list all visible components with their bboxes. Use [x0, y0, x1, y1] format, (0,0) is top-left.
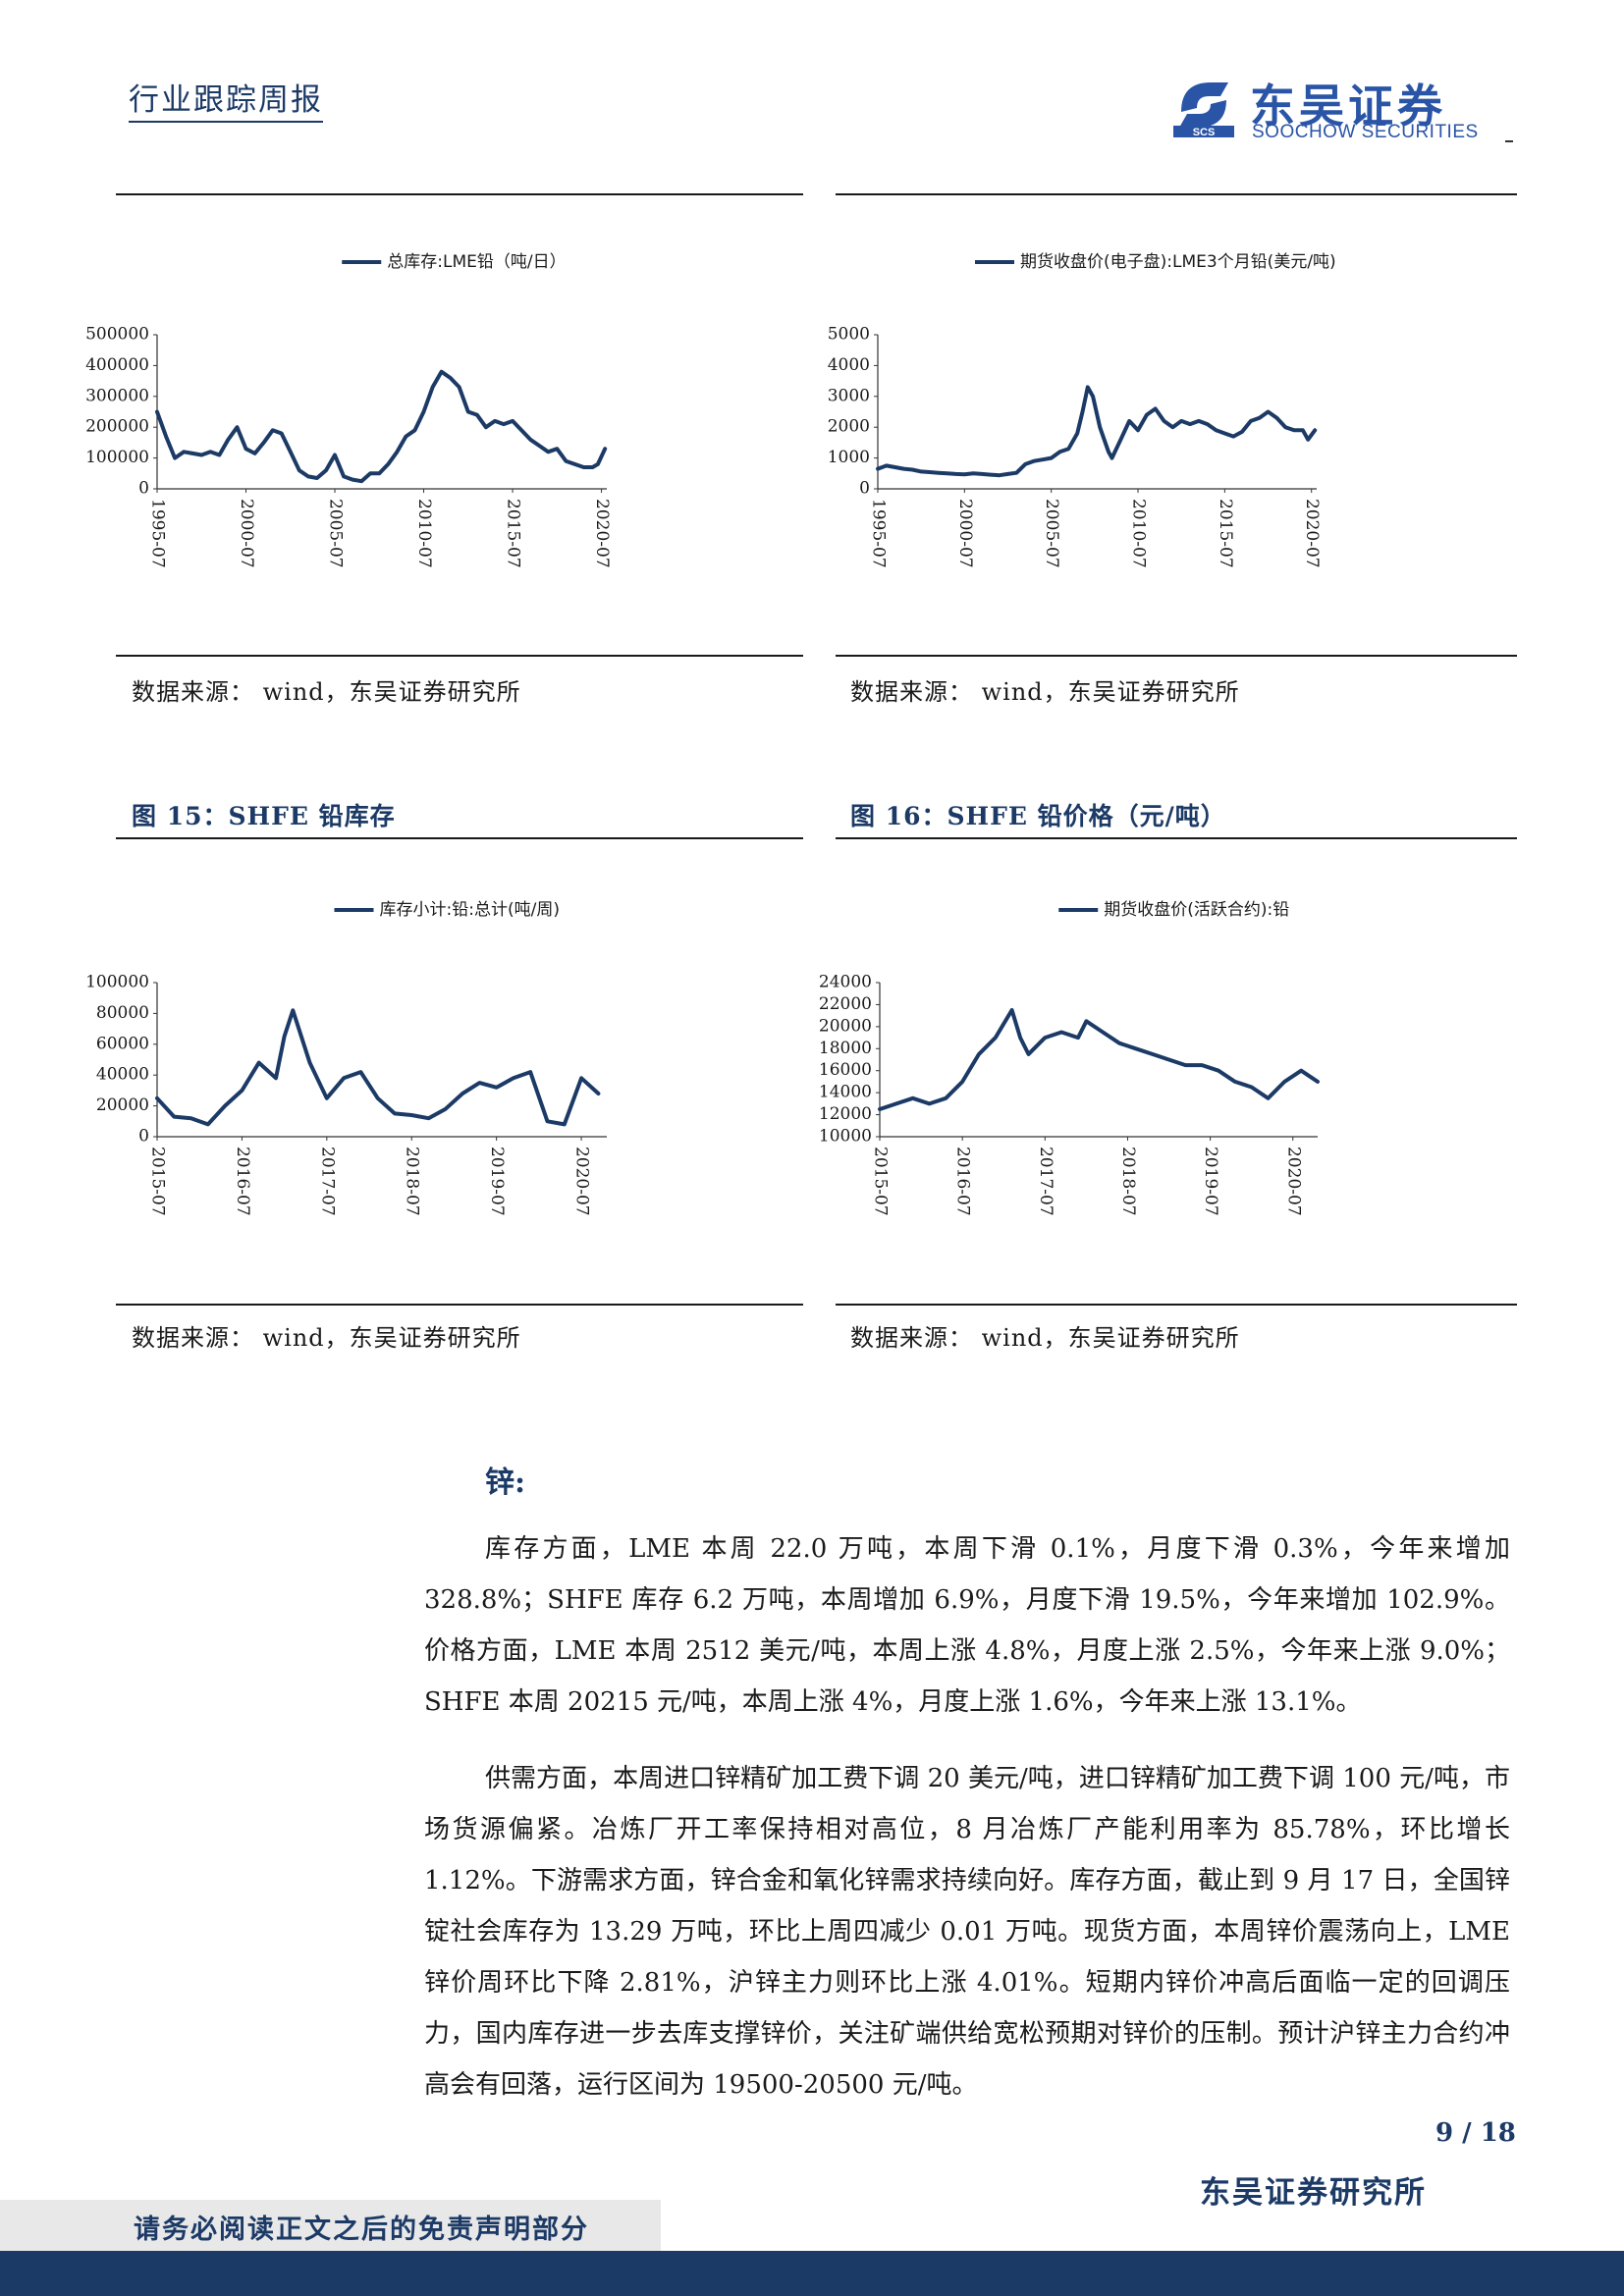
x-tick-label: 1995-07: [148, 499, 168, 568]
legend-label: 库存小计:铅:总计(吨/周): [380, 900, 560, 920]
y-tick-label: 40000: [96, 1065, 149, 1085]
chart-3-source: 数据来源： wind，东吴证券研究所: [132, 1324, 521, 1352]
y-tick-label: 500000: [85, 325, 149, 345]
figure-16-title: 图 16：SHFE 铅价格（元/吨）: [850, 802, 1226, 830]
y-tick-label: 5000: [828, 325, 870, 345]
chart-1-bottom-rule: [116, 655, 803, 657]
paragraph-inventory-price: 库存方面，LME 本周 22.0 万吨，本周下滑 0.1%，月度下滑 0.3%，…: [424, 1534, 1510, 1717]
legend-label: 期货收盘价(活跃合约):铅: [1104, 900, 1289, 920]
y-tick-label: 100000: [85, 973, 149, 992]
series-line: [155, 369, 608, 484]
y-tick-label: 16000: [819, 1060, 872, 1080]
chart-4-bottom-rule: [836, 1304, 1517, 1306]
x-tick-label: 2020-07: [1283, 1147, 1303, 1216]
series-line: [155, 1008, 601, 1127]
x-tick-label: 1995-07: [869, 499, 889, 568]
y-tick-label: 20000: [819, 1016, 872, 1036]
paragraph-supply-demand: 供需方面，本周进口锌精矿加工费下调 20 美元/吨，进口锌精矿加工费下调 100…: [424, 1764, 1510, 2100]
x-tick-label: 2005-07: [1042, 499, 1061, 568]
chart-1-source: 数据来源： wind，东吴证券研究所: [132, 678, 521, 706]
y-tick-label: 100000: [85, 448, 149, 467]
x-tick-label: 2005-07: [326, 499, 346, 568]
legend-label: 期货收盘价(电子盘):LME3个月铅(美元/吨): [1020, 252, 1336, 272]
y-tick-label: 18000: [819, 1039, 872, 1058]
x-tick-label: 2010-07: [414, 499, 434, 568]
y-tick-label: 1000: [828, 448, 870, 467]
x-tick-label: 2010-07: [1129, 499, 1149, 568]
brand-logo-english: SOOCHOW SECURITIES: [1252, 122, 1479, 142]
y-tick-label: 400000: [85, 355, 149, 375]
y-tick-label: 0: [138, 479, 149, 499]
footer-disclaimer-box: [0, 2200, 661, 2251]
y-tick-label: 12000: [819, 1104, 872, 1124]
x-tick-label: 2020-07: [1302, 499, 1322, 568]
x-tick-label: 2016-07: [953, 1147, 973, 1216]
y-tick-label: 14000: [819, 1083, 872, 1102]
x-tick-label: 2018-07: [403, 1147, 422, 1216]
y-tick-label: 24000: [819, 973, 872, 992]
chart-shfe-lead-price: 期货收盘价(活跃合约):铅 10000 12000 14000 16000 18000 20…: [819, 900, 1320, 1216]
chart-3-top-rule: [116, 837, 803, 839]
x-tick-label: 2018-07: [1118, 1147, 1138, 1216]
chart-lme-lead-price: 期货收盘价(电子盘):LME3个月铅(美元/吨) 0 1000 2000 3000 400…: [828, 252, 1336, 568]
y-tick-label: 0: [859, 479, 870, 499]
chart-2-bottom-rule: [836, 655, 1517, 657]
chart-lme-lead-inventory: 总库存:LME铅（吨/日） 0 100000 200000 300000 400000 50…: [85, 252, 612, 568]
figure-15-title: 图 15：SHFE 铅库存: [132, 802, 396, 830]
y-tick-label: 3000: [828, 386, 870, 405]
y-tick-label: 2000: [828, 417, 870, 437]
y-tick-label: 200000: [85, 417, 149, 437]
chart-2-source: 数据来源： wind，东吴证券研究所: [850, 678, 1240, 706]
chart-4-source: 数据来源： wind，东吴证券研究所: [850, 1324, 1240, 1352]
x-tick-label: 2019-07: [1201, 1147, 1220, 1216]
x-tick-label: 2020-07: [592, 499, 612, 568]
brand-logo: SCS 东吴证券 SOOCHOW SECURITIES: [1171, 71, 1495, 145]
y-tick-label: 60000: [96, 1034, 149, 1053]
x-tick-label: 2019-07: [487, 1147, 507, 1216]
report-type-title: 行业跟踪周报: [129, 75, 323, 123]
page-number: 9 / 18: [1435, 2118, 1516, 2148]
chart-1-top-rule: [116, 193, 803, 195]
x-tick-label: 2020-07: [572, 1147, 592, 1216]
chart-shfe-lead-inventory: 库存小计:铅:总计(吨/周) 0 20000 40000 60000 80000 10000…: [85, 900, 607, 1216]
x-tick-label: 2015-07: [504, 499, 523, 568]
header-mark: [1505, 140, 1513, 142]
y-tick-label: 10000: [819, 1127, 872, 1147]
x-tick-label: 2000-07: [237, 499, 256, 568]
footer-disclaimer: 请务必阅读正文之后的免责声明部分: [134, 2215, 589, 2245]
svg-text:SCS: SCS: [1193, 127, 1216, 138]
brand-logo-chinese: 东吴证券: [1250, 80, 1446, 133]
section-title-zinc: 锌:: [485, 1466, 526, 1500]
x-tick-label: 2000-07: [955, 499, 975, 568]
x-tick-label: 2016-07: [233, 1147, 252, 1216]
chart-3-bottom-rule: [116, 1304, 803, 1306]
series-line: [876, 385, 1318, 478]
y-tick-label: 300000: [85, 386, 149, 405]
legend-label: 总库存:LME铅（吨/日）: [387, 252, 566, 272]
x-tick-label: 2017-07: [317, 1147, 337, 1216]
x-tick-label: 2017-07: [1036, 1147, 1056, 1216]
y-tick-label: 22000: [819, 994, 872, 1014]
x-tick-label: 2015-07: [148, 1147, 168, 1216]
series-line: [878, 1008, 1320, 1111]
footer-band: [0, 2251, 1624, 2296]
y-tick-label: 4000: [828, 355, 870, 375]
chart-2-top-rule: [836, 193, 1517, 195]
x-tick-label: 2015-07: [1216, 499, 1235, 568]
footer-institute: 东吴证券研究所: [1200, 2175, 1427, 2211]
y-tick-label: 0: [138, 1127, 149, 1147]
y-tick-label: 20000: [96, 1095, 149, 1115]
brand-logo-mark-icon: SCS: [1173, 82, 1234, 138]
y-tick-label: 80000: [96, 1003, 149, 1023]
x-tick-label: 2015-07: [871, 1147, 891, 1216]
chart-4-top-rule: [836, 837, 1517, 839]
